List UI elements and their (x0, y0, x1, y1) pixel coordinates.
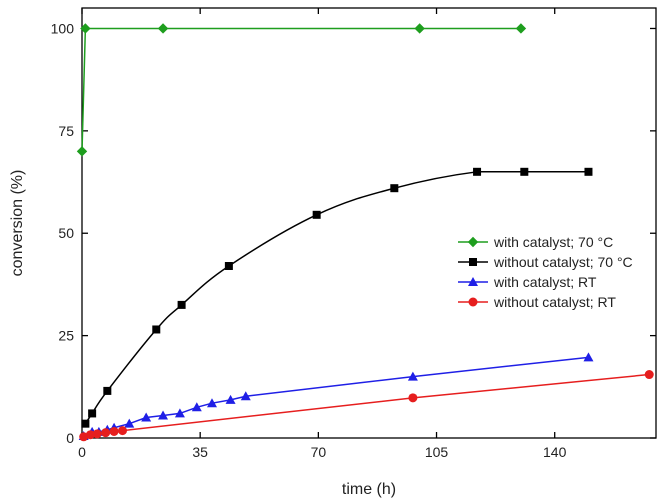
y-tick-label: 0 (66, 430, 74, 446)
data-point (584, 168, 592, 176)
data-point (101, 428, 110, 437)
legend-marker (469, 298, 478, 307)
data-point (103, 387, 111, 395)
data-point (93, 429, 102, 438)
x-tick-label: 0 (78, 444, 86, 460)
x-tick-label: 35 (192, 444, 208, 460)
data-point (81, 420, 89, 428)
data-point (110, 427, 119, 436)
y-tick-label: 100 (51, 20, 75, 36)
legend-marker (469, 258, 477, 266)
y-tick-label: 50 (58, 225, 74, 241)
legend: with catalyst; 70 °C without catalyst; 70… (458, 234, 633, 310)
series-1 (77, 23, 526, 156)
series-4 (79, 370, 654, 441)
data-point (77, 146, 87, 156)
data-point (152, 325, 160, 333)
data-point (118, 426, 127, 435)
legend-marker (468, 237, 478, 247)
y-tick-label: 75 (58, 123, 74, 139)
legend-entry: with catalyst; RT (458, 274, 597, 290)
data-point (520, 168, 528, 176)
data-point (583, 352, 593, 361)
y-axis-title: conversion (%) (9, 170, 26, 277)
data-point (158, 23, 168, 33)
series-line (82, 28, 521, 151)
series-line (84, 357, 589, 436)
x-tick-label: 105 (425, 444, 449, 460)
data-point (225, 262, 233, 270)
legend-label: with catalyst; RT (493, 274, 597, 290)
data-point (313, 211, 321, 219)
legend-label: without catalyst; RT (493, 294, 616, 310)
data-point (473, 168, 481, 176)
plot-frame (82, 8, 656, 438)
y-tick-label: 25 (58, 328, 74, 344)
series-line (84, 375, 650, 437)
x-tick-label: 140 (543, 444, 567, 460)
data-point (390, 184, 398, 192)
data-point (178, 301, 186, 309)
x-axis-title: time (h) (342, 481, 396, 498)
data-point (414, 23, 424, 33)
data-point (88, 409, 96, 417)
series-layer (77, 23, 654, 441)
x-tick-label: 70 (311, 444, 327, 460)
data-point (645, 370, 654, 379)
legend-entry: without catalyst; 70 °C (458, 254, 633, 270)
legend-label: with catalyst; 70 °C (493, 234, 613, 250)
legend-entry: without catalyst; RT (458, 294, 616, 310)
data-point (516, 23, 526, 33)
legend-label: without catalyst; 70 °C (493, 254, 633, 270)
legend-entry: with catalyst; 70 °C (458, 234, 613, 250)
data-point (408, 393, 417, 402)
